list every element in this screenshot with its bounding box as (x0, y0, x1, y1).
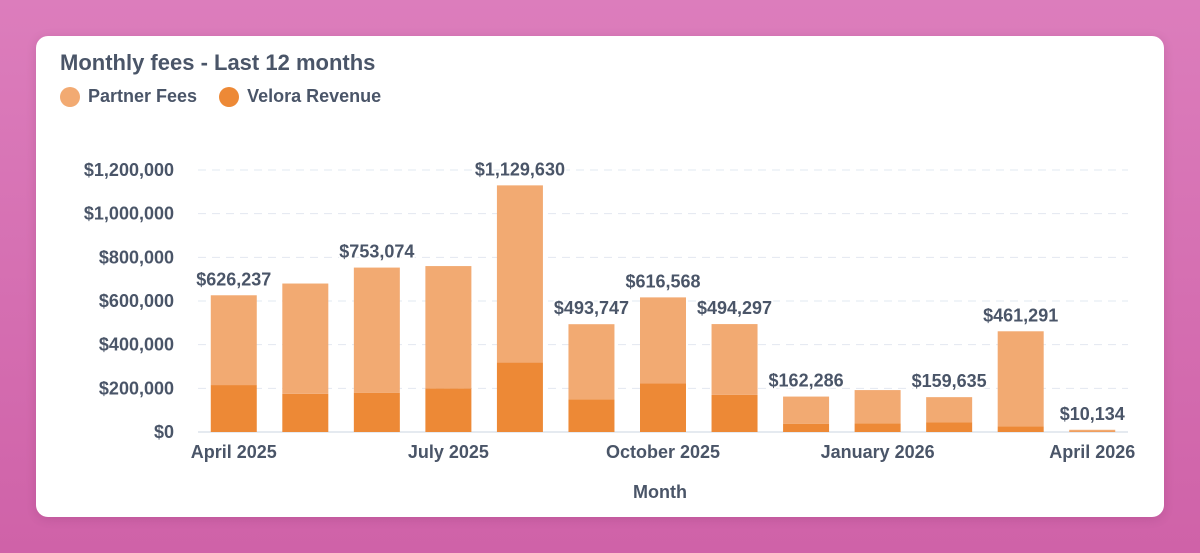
bar-velora-revenue (997, 426, 1044, 432)
legend-item-partner-fees[interactable]: Partner Fees (60, 86, 197, 107)
bar-partner-fees (1069, 429, 1116, 432)
bar-velora-revenue (711, 394, 758, 432)
legend-item-velora-revenue[interactable]: Velora Revenue (219, 86, 381, 107)
bar-partner-fees (568, 324, 615, 400)
legend-label-partner-fees: Partner Fees (88, 86, 198, 106)
bar-velora-revenue (783, 423, 830, 432)
x-tick-label: July 2025 (408, 442, 489, 462)
y-tick-label: $0 (154, 422, 174, 442)
x-tick-label: April 2026 (1049, 442, 1135, 462)
bar-partner-fees (640, 297, 686, 384)
bar-velora-revenue (282, 393, 329, 432)
y-tick-label: $200,000 (99, 378, 174, 398)
bar-partner-fees (926, 397, 973, 423)
bar-velora-revenue (568, 399, 615, 432)
x-axis-title: Month (633, 482, 687, 502)
legend-label-velora-revenue: Velora Revenue (247, 86, 382, 106)
bar-partner-fees (496, 185, 543, 363)
data-label: $162,286 (769, 371, 844, 391)
data-label: $493,747 (554, 298, 629, 318)
bar-partner-fees (783, 396, 830, 424)
bar-velora-revenue (854, 423, 901, 432)
legend-swatch-velora-revenue (219, 86, 240, 107)
x-tick-label: October 2025 (606, 442, 720, 462)
chart-card: Monthly fees - Last 12 months Partner Fe… (36, 36, 1164, 517)
data-label: $616,568 (625, 271, 700, 291)
bar-partner-fees (282, 283, 329, 394)
bar-partner-fees (997, 331, 1044, 427)
bar-velora-revenue (210, 385, 257, 432)
bar-velora-revenue (353, 392, 400, 432)
y-tick-label: $600,000 (99, 291, 174, 311)
bar-velora-revenue (926, 422, 973, 432)
y-tick-label: $400,000 (99, 335, 174, 355)
data-label: $461,291 (983, 305, 1058, 325)
y-tick-label: $800,000 (99, 247, 174, 267)
data-label: $494,297 (697, 298, 772, 318)
chart-legend: Partner Fees Velora Revenue (60, 86, 403, 107)
y-tick-label: $1,000,000 (84, 204, 174, 224)
data-label: $626,237 (196, 269, 271, 289)
bar-partner-fees (425, 266, 472, 389)
bar-velora-revenue (640, 383, 686, 432)
x-tick-label: April 2025 (191, 442, 277, 462)
bar-velora-revenue (425, 388, 472, 432)
y-tick-label: $1,200,000 (84, 160, 174, 180)
chart-title: Monthly fees - Last 12 months (60, 50, 376, 75)
data-label: $1,129,630 (475, 159, 565, 179)
bar-partner-fees (210, 295, 257, 386)
bar-velora-revenue (496, 362, 543, 432)
bar-partner-fees (353, 267, 400, 393)
data-label: $159,635 (912, 371, 987, 391)
x-tick-label: January 2026 (821, 442, 935, 462)
data-label: $753,074 (339, 242, 414, 262)
stacked-bar-chart: $0 $200,000 $400,000 $600,000 $800,000 $1,000… (84, 157, 1135, 502)
bar-partner-fees (711, 324, 758, 395)
legend-swatch-partner-fees (60, 86, 80, 107)
data-label: $10,134 (1060, 404, 1125, 424)
bar-partner-fees (854, 390, 901, 424)
